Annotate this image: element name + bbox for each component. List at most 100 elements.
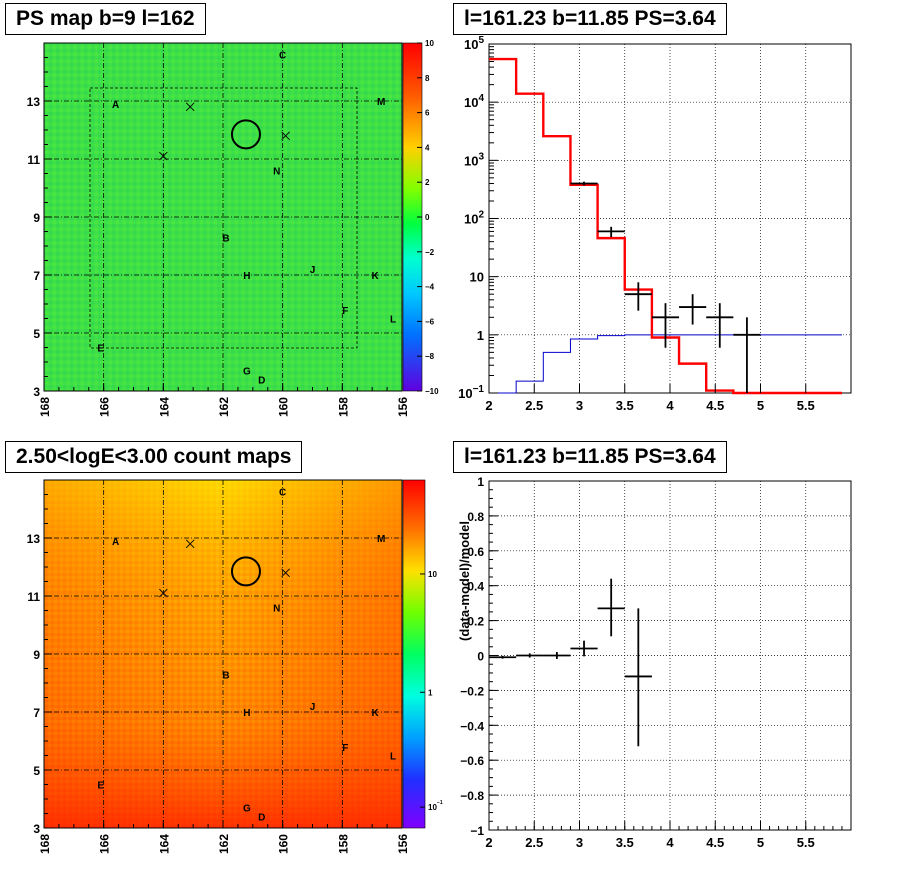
- source-cross-marker: [281, 131, 290, 141]
- source-label-e: E: [97, 781, 104, 792]
- y-tick-label: −0.2: [460, 684, 484, 698]
- x-tick-label: 3: [576, 835, 583, 850]
- x-tick-label: 3.5: [616, 835, 634, 850]
- y-tick-label: 0.2: [467, 615, 484, 629]
- x-tick-label: 160: [277, 397, 291, 417]
- y-tick-label: 0.8: [467, 510, 484, 524]
- colorbar-tick-label: 8: [425, 74, 430, 83]
- x-tick-label: 162: [217, 397, 231, 417]
- source-label-a: A: [112, 537, 119, 548]
- x-tick-label: 4.5: [706, 398, 724, 413]
- count-map-title: 2.50<logE<3.00 count maps: [5, 441, 303, 473]
- source-label-d: D: [258, 812, 265, 823]
- y-tick-label: 5: [33, 327, 40, 341]
- ps-colorbar-ticks: 10 8 6 4 2 0 −2 −4 −6 −8 −10: [417, 39, 439, 396]
- colorbar-tick-label: −4: [425, 283, 435, 292]
- source-label-k: K: [372, 708, 380, 719]
- y-tick-label: 7: [33, 706, 40, 720]
- y-tick-label: 103: [464, 151, 484, 168]
- source-label-a: A: [112, 100, 119, 111]
- y-tick-label: 104: [464, 93, 484, 110]
- x-tick-label: 156: [396, 397, 410, 417]
- source-label-g: G: [243, 804, 251, 815]
- colorbar-tick-label: 10: [425, 39, 434, 48]
- y-tick-label: 13: [27, 532, 41, 546]
- x-tick-label: 168: [38, 834, 52, 854]
- x-tick-label: 162: [217, 834, 231, 854]
- source-cross-marker: [185, 102, 195, 112]
- y-tick-label: 0: [477, 650, 484, 664]
- source-label-j: J: [310, 702, 316, 713]
- colorbar-tick-label: 6: [425, 109, 430, 118]
- y-tick-label: 3: [33, 385, 40, 399]
- spectrum-points: [570, 181, 761, 393]
- count-colorbar: [402, 479, 426, 829]
- source-label-e: E: [97, 344, 104, 355]
- x-tick-label: 166: [98, 834, 112, 854]
- y-tick-label: 3: [33, 822, 40, 836]
- ps-map-overlay: A B C D E F G H J K L M N: [97, 51, 396, 387]
- colorbar-tick-label: 10−1: [428, 800, 443, 812]
- count-map-grid: [44, 480, 402, 828]
- x-tick-label: 5.5: [797, 835, 815, 850]
- y-tick-label: 7: [33, 269, 40, 283]
- x-tick-label: 156: [396, 834, 410, 854]
- source-label-m: M: [377, 534, 385, 545]
- x-tick-label: 2: [485, 835, 492, 850]
- y-tick-label: 0.4: [467, 580, 484, 594]
- residual-points: [489, 578, 652, 747]
- source-label-n: N: [273, 604, 280, 615]
- x-tick-label: 5.5: [797, 398, 815, 413]
- source-cross-marker: [159, 151, 168, 161]
- residual-axes: 2 2.5 3 3.5 4 4.5 5 5.5 −1 −0.8 −0.6 −0.4 −0.2 0 0.2 0.…: [457, 475, 852, 850]
- y-tick-label: −0.4: [460, 719, 484, 733]
- model-histogram: [489, 57, 842, 395]
- x-tick-label: 5: [757, 398, 764, 413]
- x-tick-label: 4: [666, 835, 674, 850]
- x-tick-label: 168: [38, 397, 52, 417]
- y-tick-label: 102: [464, 210, 484, 227]
- x-tick-label: 164: [157, 397, 171, 417]
- x-tick-label: 158: [336, 834, 350, 854]
- x-tick-label: 166: [98, 397, 112, 417]
- residual-panel: 2 2.5 3 3.5 4 4.5 5 5.5 −1 −0.8 −0.6 −0.4 −0.2 0 0.2 0.…: [457, 475, 852, 850]
- y-tick-label: 1: [477, 328, 484, 343]
- x-tick-label: 158: [336, 397, 350, 417]
- x-tick-label: 2.5: [525, 835, 543, 850]
- source-label-c: C: [279, 488, 286, 499]
- x-tick-label: 4: [666, 398, 674, 413]
- x-tick-label: 3.5: [616, 398, 634, 413]
- colorbar-tick-label: 1: [428, 688, 433, 697]
- residual-ylabel: (data-model)/model: [457, 521, 472, 641]
- y-tick-label: 11: [27, 153, 40, 167]
- colorbar-tick-label: 4: [425, 143, 430, 152]
- y-tick-label: −0.6: [460, 754, 484, 768]
- source-label-k: K: [372, 271, 380, 282]
- colorbar-tick-label: −10: [425, 387, 439, 396]
- ps-map-grid: [44, 43, 402, 391]
- count-map-overlay: A B C D E F G H J K L M N: [97, 488, 396, 824]
- colorbar-tick-label: −8: [425, 352, 435, 361]
- x-tick-label: 4.5: [706, 835, 724, 850]
- target-circle: [230, 556, 261, 587]
- y-tick-label: 10: [470, 270, 484, 285]
- y-tick-label: 13: [27, 95, 41, 109]
- y-tick-label: 105: [464, 35, 484, 52]
- y-tick-label: 11: [27, 590, 40, 604]
- ps-map-title: PS map b=9 l=162: [5, 3, 206, 35]
- residual-title: l=161.23 b=11.85 PS=3.64: [453, 441, 727, 473]
- colorbar-tick-label: −6: [425, 317, 435, 326]
- colorbar-tick-label: 2: [425, 178, 430, 187]
- source-label-f: F: [342, 306, 348, 317]
- source-cross-marker: [281, 568, 290, 578]
- x-tick-label: 160: [277, 834, 291, 854]
- source-label-j: J: [310, 265, 316, 276]
- source-cross-marker: [185, 539, 195, 549]
- y-tick-label: 5: [33, 764, 40, 778]
- source-cross-marker: [159, 588, 168, 598]
- source-label-l: L: [390, 315, 396, 326]
- source-label-f: F: [342, 743, 348, 754]
- source-label-m: M: [377, 97, 385, 108]
